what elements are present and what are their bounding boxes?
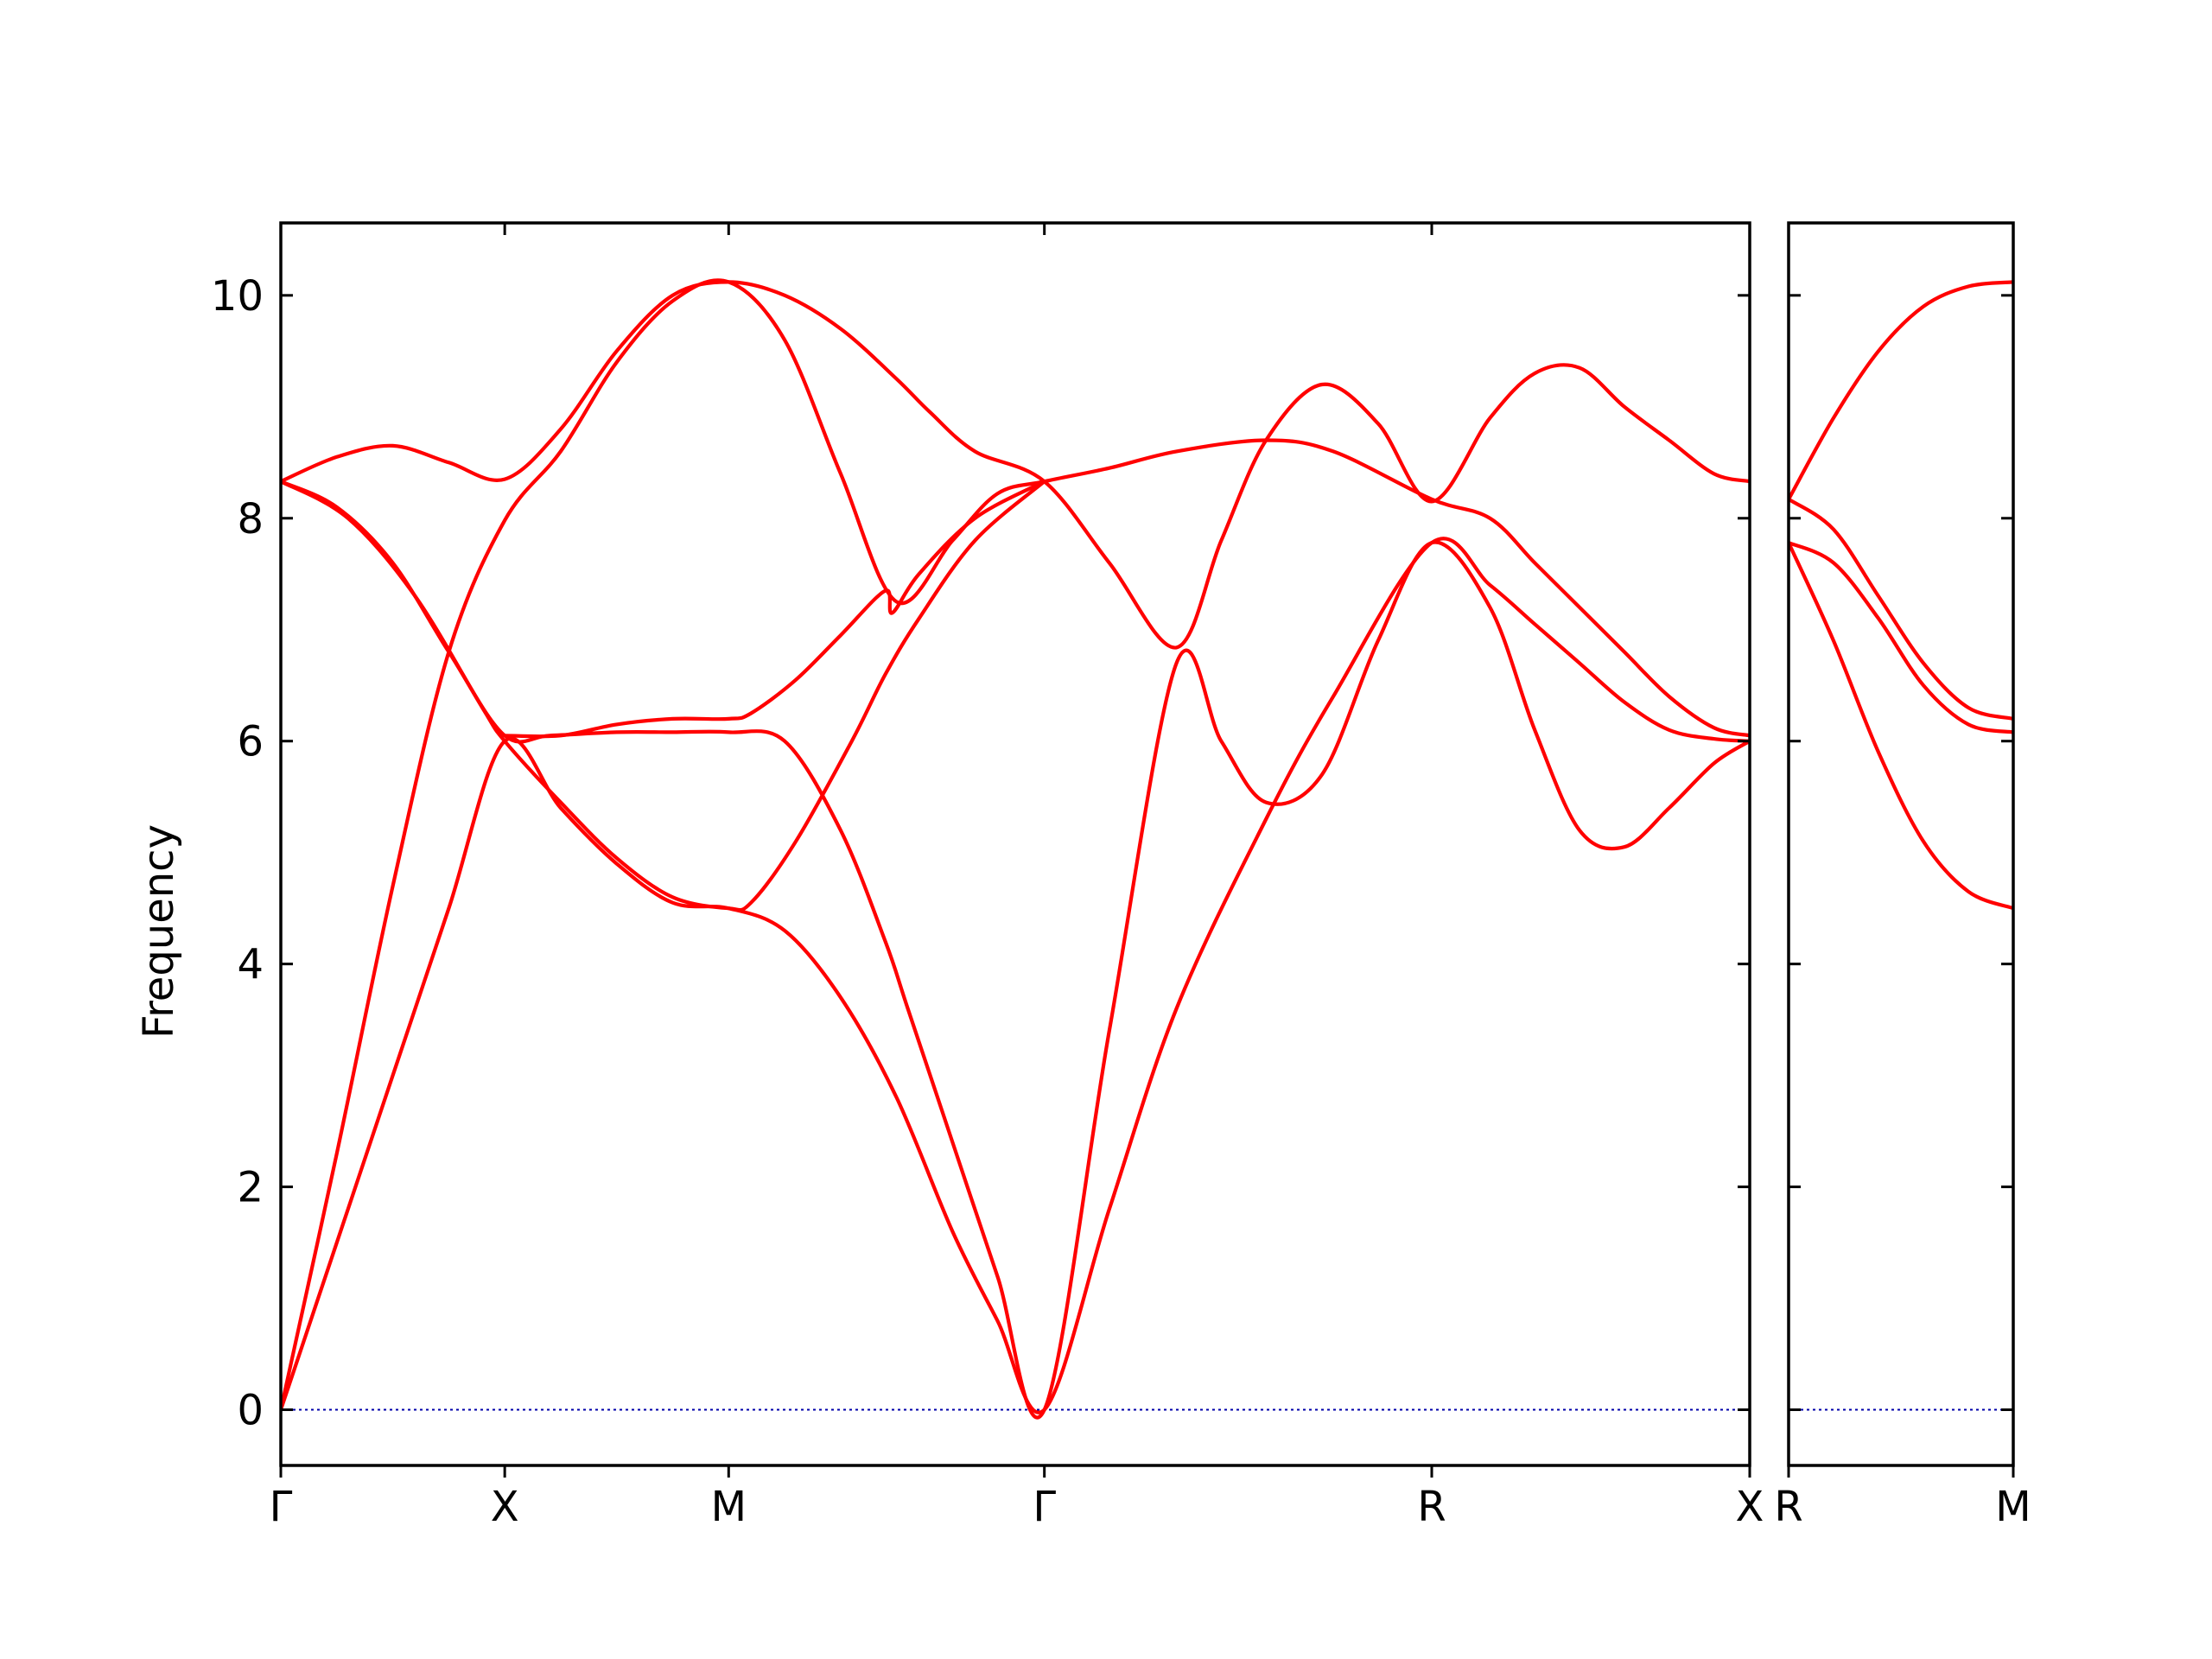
band-2 — [1789, 497, 2013, 721]
y-tick-label: 0 — [237, 1387, 264, 1435]
bands — [281, 278, 1750, 1420]
y-tick-label: 8 — [237, 495, 264, 543]
bands — [1789, 280, 2013, 911]
band-6 — [503, 480, 1046, 739]
band-2 — [281, 278, 1750, 1412]
band-4 — [1789, 541, 2013, 911]
band-1 — [1789, 280, 2013, 501]
y-tick-label: 10 — [211, 272, 264, 321]
x-tick-label: Γ — [1033, 1483, 1056, 1531]
x-tick-label: Γ — [270, 1483, 293, 1531]
band-3 — [281, 480, 1750, 1420]
x-tick-label: R — [1774, 1483, 1802, 1531]
band-5 — [281, 480, 1046, 912]
y-tick-label: 6 — [237, 718, 264, 766]
x-tick-label: M — [1995, 1483, 2031, 1531]
plot-frame — [1787, 221, 2015, 1467]
band-3 — [1789, 541, 2013, 734]
x-tick-label: X — [1736, 1483, 1764, 1531]
y-tick-label: 2 — [237, 1164, 264, 1212]
band-1 — [281, 537, 1750, 1414]
y-axis-label: Frequency — [135, 824, 183, 1039]
y-tick-label: 4 — [237, 941, 264, 989]
x-tick-label: X — [491, 1483, 519, 1531]
x-tick-label: R — [1417, 1483, 1446, 1531]
plot-frame — [279, 221, 1751, 1467]
band-4 — [281, 280, 1750, 650]
panel-1: 0 2 4 6 8 10 Γ X M Γ R X — [211, 221, 1764, 1531]
x-tick-label: M — [711, 1483, 747, 1531]
